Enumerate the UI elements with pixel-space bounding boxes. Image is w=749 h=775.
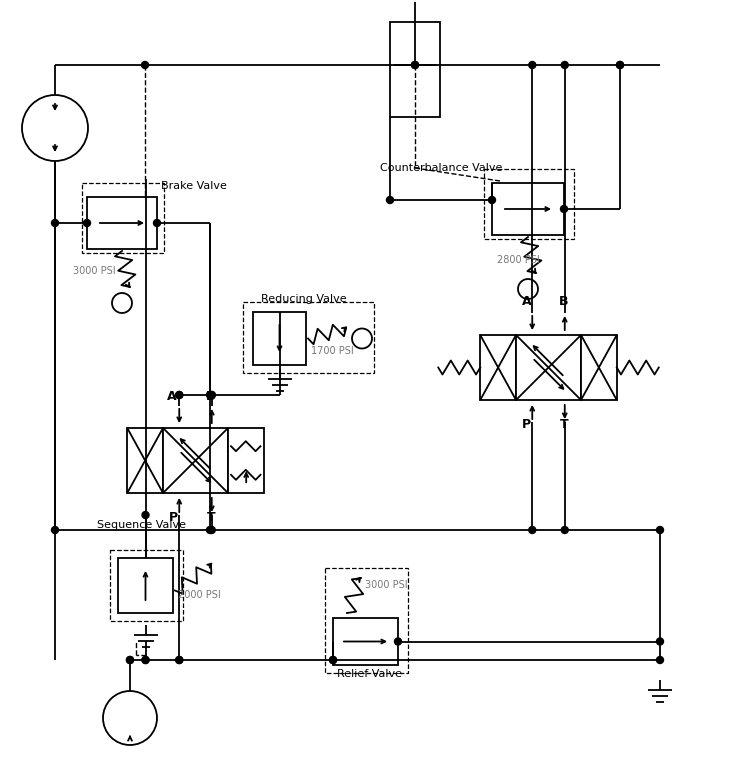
Circle shape (330, 656, 336, 663)
Circle shape (22, 95, 88, 161)
Circle shape (411, 61, 419, 68)
Circle shape (103, 691, 157, 745)
Bar (484, 169, 574, 239)
Bar (110, 550, 183, 621)
Bar (163, 428, 228, 493)
Bar (516, 335, 581, 400)
Circle shape (52, 526, 58, 533)
Text: P: P (169, 511, 178, 524)
Bar (87, 197, 157, 249)
Bar (581, 335, 616, 400)
Circle shape (616, 61, 623, 68)
Bar (243, 302, 374, 373)
Text: Brake Valve: Brake Valve (161, 181, 227, 191)
Text: Reducing Valve: Reducing Valve (261, 294, 347, 304)
Bar (118, 558, 173, 613)
Bar (325, 568, 408, 673)
Circle shape (395, 638, 401, 645)
Circle shape (330, 656, 336, 663)
Text: T: T (207, 511, 216, 524)
Bar (82, 183, 164, 253)
Bar (333, 618, 398, 665)
Circle shape (176, 391, 183, 398)
Bar (228, 428, 264, 493)
Circle shape (352, 329, 372, 349)
Circle shape (208, 391, 215, 398)
Circle shape (207, 526, 213, 533)
Circle shape (208, 391, 215, 398)
Circle shape (657, 526, 664, 533)
Circle shape (142, 656, 149, 663)
Text: 2800 PSI: 2800 PSI (497, 255, 540, 265)
Bar (480, 335, 516, 400)
Circle shape (176, 656, 183, 663)
Circle shape (488, 197, 496, 204)
Circle shape (208, 526, 215, 533)
Text: P: P (522, 418, 531, 431)
Circle shape (142, 656, 149, 663)
Bar (492, 183, 564, 235)
Circle shape (657, 638, 664, 645)
Circle shape (207, 391, 213, 398)
Circle shape (83, 219, 91, 226)
Text: B: B (206, 390, 215, 403)
Circle shape (386, 197, 393, 204)
Text: 2000 PSI: 2000 PSI (178, 590, 221, 600)
Text: Sequence Valve: Sequence Valve (97, 520, 187, 530)
Circle shape (518, 279, 538, 299)
Circle shape (657, 656, 664, 663)
Text: 3000 PSI: 3000 PSI (73, 266, 115, 276)
Circle shape (127, 656, 133, 663)
Circle shape (127, 656, 133, 663)
Circle shape (142, 512, 149, 518)
Circle shape (112, 293, 132, 313)
Circle shape (176, 391, 183, 398)
Circle shape (142, 61, 148, 68)
Text: A: A (167, 390, 177, 403)
Circle shape (561, 526, 568, 533)
Circle shape (176, 656, 183, 663)
Text: B: B (559, 295, 568, 308)
Circle shape (561, 61, 568, 68)
Text: Counterbalance Valve: Counterbalance Valve (380, 163, 503, 173)
Bar (253, 312, 306, 365)
Circle shape (616, 61, 623, 68)
Circle shape (560, 205, 568, 212)
Circle shape (529, 526, 536, 533)
Circle shape (154, 219, 160, 226)
Text: Relief Valve: Relief Valve (337, 669, 402, 679)
Text: A: A (522, 295, 532, 308)
Text: 1700 PSI: 1700 PSI (311, 346, 354, 356)
Text: 3000 PSI: 3000 PSI (365, 580, 407, 590)
Circle shape (52, 219, 58, 226)
Circle shape (529, 61, 536, 68)
Text: T: T (560, 418, 568, 431)
Bar (390, 22, 440, 117)
Bar (127, 428, 163, 493)
Circle shape (411, 61, 419, 68)
